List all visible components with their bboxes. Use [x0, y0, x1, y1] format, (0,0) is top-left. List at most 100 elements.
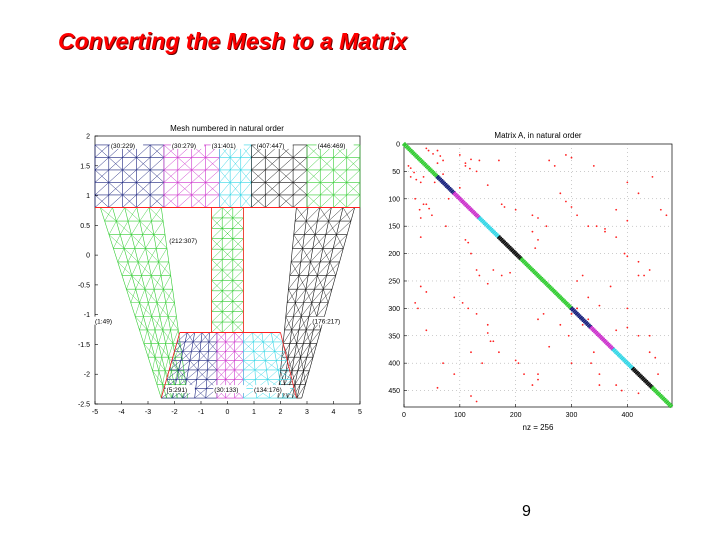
region-label: (176:217) [312, 319, 340, 326]
nonzero-point [604, 230, 606, 233]
matrix-figure-title: Matrix A, in natural order [494, 131, 581, 140]
nonzero-point [486, 323, 489, 326]
nonzero-point [669, 403, 672, 405]
nonzero-point [590, 362, 592, 365]
matrix-x-tick-label: 300 [566, 412, 578, 419]
nonzero-point [643, 377, 646, 380]
nonzero-point [592, 326, 595, 329]
nonzero-point [622, 356, 625, 359]
mesh-x-tick-label: -5 [92, 409, 98, 416]
nonzero-point [458, 186, 461, 189]
nonzero-point [655, 388, 658, 391]
diagonal-block-magenta [589, 325, 615, 351]
nonzero-point [442, 159, 444, 162]
nonzero-point [618, 352, 621, 355]
nonzero-point [461, 198, 463, 200]
nonzero-point [585, 319, 587, 322]
nonzero-point [419, 217, 422, 219]
region-label-bg [170, 140, 205, 149]
nonzero-point [516, 252, 519, 255]
nonzero-point [572, 307, 575, 310]
nonzero-point [620, 354, 622, 356]
nonzero-point [428, 207, 431, 210]
nonzero-point [498, 351, 500, 354]
nonzero-point [616, 350, 618, 353]
nonzero-point [566, 301, 569, 304]
nonzero-point [626, 181, 629, 184]
nonzero-point [620, 389, 623, 392]
nonzero-point [661, 395, 664, 397]
region-label: (134:176) [254, 387, 282, 394]
region-label: (5:291) [167, 387, 188, 394]
nonzero-point [604, 338, 607, 341]
nonzero-point [542, 278, 545, 281]
nonzero-point [565, 300, 568, 303]
nonzero-point [570, 362, 573, 365]
nonzero-point [537, 318, 539, 321]
nonzero-point [486, 184, 489, 186]
nonzero-point [406, 144, 409, 147]
diagonal-block-green [519, 257, 573, 310]
nonzero-point [548, 345, 551, 348]
nonzero-point [664, 397, 667, 400]
nonzero-point [605, 340, 608, 342]
nonzero-point [592, 165, 595, 167]
nonzero-point [603, 337, 606, 340]
nonzero-point [639, 373, 642, 376]
nonzero-point [597, 332, 600, 335]
nonzero-point [436, 173, 439, 176]
nonzero-point [442, 173, 444, 176]
nonzero-point [542, 312, 545, 315]
nonzero-point [433, 171, 436, 173]
region-label-bg [253, 385, 291, 394]
nonzero-point [475, 400, 478, 403]
diagonal-block-green [650, 385, 674, 409]
diagonal-block-green [402, 142, 440, 179]
nonzero-point [500, 274, 503, 277]
nonzero-point [447, 197, 450, 200]
nonzero-point [471, 208, 474, 211]
nonzero-point [537, 373, 539, 376]
nonzero-point [652, 385, 655, 388]
region-label: (30:133) [214, 387, 238, 394]
region-label: (407:447) [257, 143, 285, 150]
region-label: (30:229) [111, 143, 135, 150]
nonzero-point [464, 165, 467, 167]
region-label: (212:307) [169, 238, 197, 245]
nonzero-point [446, 184, 449, 186]
nonzero-point [514, 208, 517, 211]
nonzero-point [522, 258, 525, 261]
nonzero-point [425, 203, 428, 206]
region-label: (1:49) [95, 319, 112, 326]
nonzero-point [415, 178, 418, 181]
nonzero-point [607, 341, 610, 344]
mesh-x-tick-label: 0 [226, 409, 230, 416]
nonzero-point [475, 170, 478, 173]
nonzero-point [503, 239, 505, 242]
nonzero-point [648, 269, 651, 271]
nonzero-point [580, 315, 583, 318]
nonzero-point [570, 156, 573, 159]
nonzero-point [553, 288, 556, 291]
matrix-y-tick-label: 350 [388, 333, 400, 340]
nonzero-point [457, 194, 459, 196]
nonzero-point [552, 287, 554, 290]
nonzero-point [438, 176, 441, 179]
mesh-x-tick-label: 1 [252, 409, 256, 416]
nonzero-point [474, 211, 477, 213]
nonzero-point [521, 257, 524, 259]
nonzero-point [416, 153, 418, 156]
region-label-bg [109, 140, 144, 149]
nonzero-point [558, 293, 561, 296]
nonzero-point [413, 171, 415, 174]
diagonal-block-blue [435, 174, 456, 195]
nonzero-point [432, 169, 435, 172]
nonzero-point [556, 291, 558, 294]
nonzero-point [598, 304, 601, 307]
matrix-y-tick-label: 100 [388, 196, 400, 203]
nonzero-point [419, 181, 422, 184]
nonzero-point [448, 185, 451, 188]
nonzero-point [425, 329, 428, 332]
nonzero-point [598, 384, 601, 386]
nonzero-point [495, 231, 498, 234]
